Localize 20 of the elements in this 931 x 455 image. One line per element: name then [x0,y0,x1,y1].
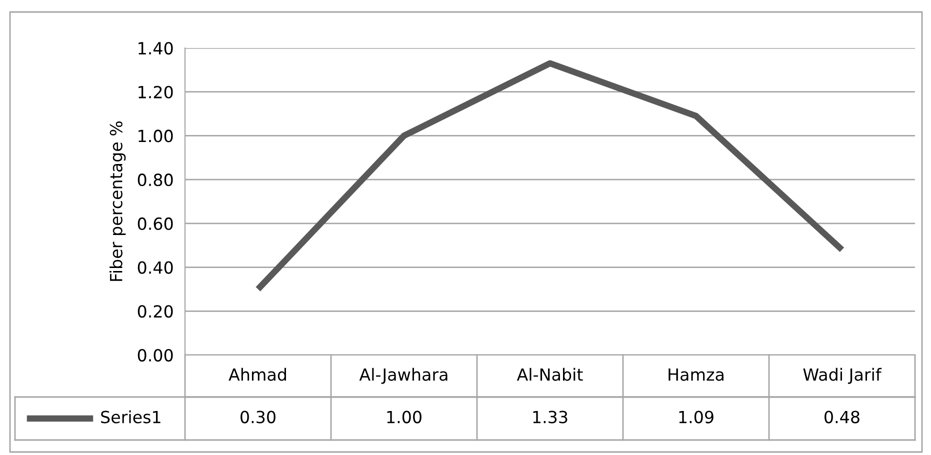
x-tick-label: Wadi Jarif [803,368,882,384]
y-tick-label: 0.40 [138,261,173,274]
y-tick-label: 1.00 [138,130,173,142]
y-tick-label: 0.20 [138,305,173,318]
data-label: 1.33 [533,410,568,424]
data-label: 1.00 [387,410,422,424]
y-axis-title: Fiber percentage % [110,121,126,281]
y-tick-label: 0.00 [138,348,173,362]
y-tick-label: 1.20 [138,86,173,98]
x-tick-label: Hamza [668,368,724,381]
y-tick-label: 1.40 [138,42,173,55]
y-tick-label: 0.60 [138,217,173,230]
y-tick-label: 0.80 [138,174,173,186]
data-label: 0.30 [240,410,276,424]
legend-label: Series1 [101,410,160,424]
x-tick-label: Al-Nabit [516,368,583,381]
data-label: 1.09 [679,410,714,424]
x-tick-label: Ahmad [228,368,286,381]
data-label: 0.48 [824,410,860,424]
x-tick-label: Al-Jawhara [359,368,448,384]
